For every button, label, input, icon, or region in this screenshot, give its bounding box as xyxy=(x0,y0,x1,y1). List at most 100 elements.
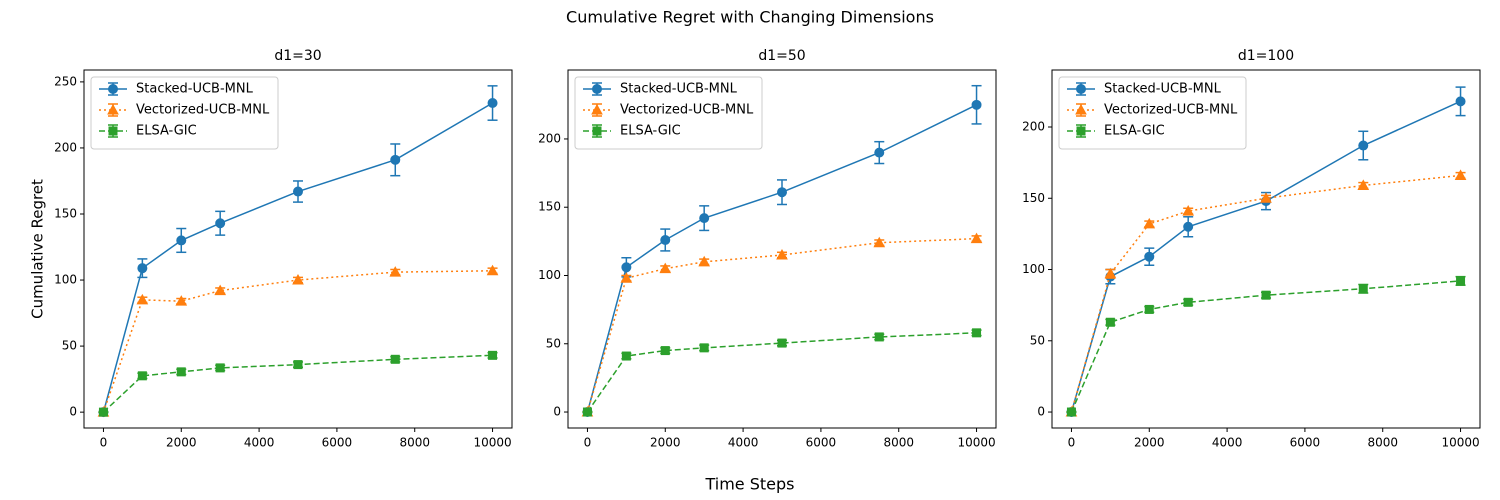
data-point xyxy=(389,266,402,277)
data-point xyxy=(293,360,303,370)
y-axis-label: Cumulative Regret xyxy=(29,179,47,319)
legend-label: Stacked-UCB-MNL xyxy=(1104,82,1222,97)
data-point xyxy=(488,350,498,360)
legend-box xyxy=(574,76,763,150)
data-point xyxy=(1358,140,1369,151)
x-tick-label: 0 xyxy=(100,436,108,450)
legend-marker xyxy=(1076,126,1086,136)
legend-marker xyxy=(591,103,603,115)
subplot-title: d1=50 xyxy=(758,48,805,64)
data-point xyxy=(777,338,787,348)
legend-label: Vectorized-UCB-MNL xyxy=(136,103,270,118)
data-point xyxy=(137,263,148,274)
data-point xyxy=(971,99,982,110)
legend-box xyxy=(1058,76,1247,150)
data-point xyxy=(1358,284,1368,294)
x-tick-label: 2000 xyxy=(1134,436,1165,450)
y-tick-label: 100 xyxy=(538,268,561,282)
data-point xyxy=(582,407,592,417)
data-point xyxy=(874,147,885,158)
data-point xyxy=(1456,276,1466,286)
data-point xyxy=(621,262,632,273)
data-point xyxy=(1143,217,1156,229)
data-point xyxy=(292,274,304,285)
legend-marker xyxy=(108,84,118,94)
data-point xyxy=(1454,169,1467,180)
x-tick-label: 6000 xyxy=(1290,436,1321,450)
data-point xyxy=(176,367,186,377)
y-tick-label: 150 xyxy=(54,206,77,220)
data-point xyxy=(1183,221,1194,232)
data-point xyxy=(1104,267,1117,279)
x-tick-label: 6000 xyxy=(806,436,837,450)
x-tick-label: 6000 xyxy=(322,436,353,450)
data-point xyxy=(215,363,225,373)
data-point xyxy=(1357,179,1370,190)
y-tick-label: 100 xyxy=(1022,262,1045,276)
data-point xyxy=(621,351,631,361)
data-point xyxy=(776,248,788,260)
data-point xyxy=(659,262,672,274)
data-point xyxy=(1144,304,1154,314)
x-tick-label: 2000 xyxy=(650,436,681,450)
data-point xyxy=(214,284,227,296)
data-point xyxy=(486,264,499,276)
x-tick-label: 4000 xyxy=(244,436,275,450)
data-point xyxy=(390,354,400,364)
legend-label: ELSA-GIC xyxy=(136,124,197,139)
data-point xyxy=(1260,192,1272,203)
data-point xyxy=(1455,96,1466,107)
data-point xyxy=(972,328,982,338)
data-point xyxy=(1105,317,1115,327)
y-tick-label: 0 xyxy=(69,405,77,419)
y-tick-label: 150 xyxy=(538,200,561,214)
data-point xyxy=(660,234,671,245)
plot-frame xyxy=(1051,69,1481,429)
x-axis-label: Time Steps xyxy=(704,475,794,494)
subplot-title: d1=100 xyxy=(1238,48,1294,64)
data-point xyxy=(620,272,633,283)
legend-marker xyxy=(1076,84,1086,94)
y-tick-label: 200 xyxy=(538,131,561,145)
legend-label: ELSA-GIC xyxy=(1104,124,1165,139)
legend-marker xyxy=(592,84,602,94)
data-point xyxy=(293,186,303,197)
legend-label: ELSA-GIC xyxy=(620,124,681,139)
x-tick-label: 4000 xyxy=(1212,436,1243,450)
data-point xyxy=(98,407,108,417)
data-point xyxy=(970,232,983,244)
data-point xyxy=(660,346,670,356)
data-point xyxy=(175,295,188,306)
data-point xyxy=(137,371,147,381)
x-tick-label: 0 xyxy=(1068,436,1076,450)
data-point xyxy=(699,343,709,353)
data-point xyxy=(1066,407,1076,417)
x-tick-label: 8000 xyxy=(399,436,430,450)
data-point xyxy=(699,213,710,224)
legend-label: Vectorized-UCB-MNL xyxy=(620,103,754,118)
legend-marker xyxy=(592,126,602,136)
data-point xyxy=(1182,205,1195,216)
y-tick-label: 50 xyxy=(1030,333,1045,347)
data-point xyxy=(176,235,187,246)
data-point xyxy=(873,236,886,248)
data-point xyxy=(1144,251,1155,262)
x-tick-label: 10000 xyxy=(957,436,995,450)
plot-frame xyxy=(567,69,997,429)
legend-label: Vectorized-UCB-MNL xyxy=(1104,103,1238,118)
figure-title: Cumulative Regret with Changing Dimensio… xyxy=(566,8,934,27)
data-point xyxy=(215,218,226,229)
x-tick-label: 8000 xyxy=(883,436,914,450)
data-point xyxy=(487,98,498,109)
legend-box xyxy=(90,76,279,150)
x-tick-label: 8000 xyxy=(1367,436,1398,450)
data-point xyxy=(777,187,787,198)
y-tick-label: 100 xyxy=(54,273,77,287)
y-tick-label: 250 xyxy=(54,74,77,88)
data-point xyxy=(1183,297,1193,307)
data-point xyxy=(136,293,149,305)
y-tick-label: 0 xyxy=(1037,405,1045,419)
y-tick-label: 150 xyxy=(1022,191,1045,205)
